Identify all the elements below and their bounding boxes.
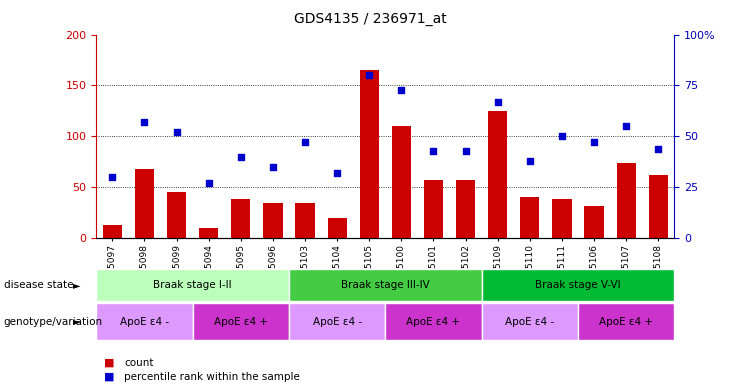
Point bbox=[556, 133, 568, 139]
Text: ►: ► bbox=[73, 316, 80, 327]
Bar bbox=[552, 199, 571, 238]
Point bbox=[107, 174, 119, 180]
Point bbox=[459, 147, 471, 154]
Bar bbox=[167, 192, 186, 238]
Text: ApoE ε4 -: ApoE ε4 - bbox=[120, 316, 169, 327]
Text: disease state: disease state bbox=[4, 280, 73, 290]
Point bbox=[363, 72, 375, 78]
Point bbox=[331, 170, 343, 176]
Bar bbox=[231, 199, 250, 238]
Text: ►: ► bbox=[73, 280, 80, 290]
Bar bbox=[296, 204, 315, 238]
Bar bbox=[488, 111, 508, 238]
Bar bbox=[482, 269, 674, 301]
Text: ApoE ε4 -: ApoE ε4 - bbox=[313, 316, 362, 327]
Text: GDS4135 / 236971_at: GDS4135 / 236971_at bbox=[294, 12, 447, 25]
Bar bbox=[103, 225, 122, 238]
Bar bbox=[96, 269, 289, 301]
Point bbox=[203, 180, 215, 186]
Text: ApoE ε4 +: ApoE ε4 + bbox=[214, 316, 268, 327]
Point bbox=[620, 123, 632, 129]
Bar bbox=[289, 303, 385, 340]
Bar bbox=[385, 303, 482, 340]
Text: Braak stage III-IV: Braak stage III-IV bbox=[341, 280, 430, 290]
Bar bbox=[359, 70, 379, 238]
Bar bbox=[289, 269, 482, 301]
Text: genotype/variation: genotype/variation bbox=[4, 316, 103, 327]
Bar bbox=[424, 180, 443, 238]
Bar bbox=[456, 180, 475, 238]
Text: ■: ■ bbox=[104, 372, 114, 382]
Bar bbox=[96, 303, 193, 340]
Text: ■: ■ bbox=[104, 358, 114, 368]
Text: ApoE ε4 +: ApoE ε4 + bbox=[599, 316, 653, 327]
Bar bbox=[648, 175, 668, 238]
Point bbox=[652, 146, 664, 152]
Point bbox=[428, 147, 439, 154]
Bar bbox=[520, 197, 539, 238]
Bar bbox=[193, 303, 289, 340]
Bar bbox=[585, 205, 604, 238]
Text: percentile rank within the sample: percentile rank within the sample bbox=[124, 372, 300, 382]
Bar bbox=[578, 303, 674, 340]
Text: Braak stage I-II: Braak stage I-II bbox=[153, 280, 232, 290]
Point bbox=[139, 119, 150, 125]
Text: count: count bbox=[124, 358, 154, 368]
Bar bbox=[199, 228, 219, 238]
Bar bbox=[135, 169, 154, 238]
Bar bbox=[482, 303, 578, 340]
Text: ApoE ε4 -: ApoE ε4 - bbox=[505, 316, 554, 327]
Point bbox=[299, 139, 311, 146]
Point bbox=[492, 99, 504, 105]
Point bbox=[170, 129, 182, 135]
Text: Braak stage V-VI: Braak stage V-VI bbox=[535, 280, 621, 290]
Point bbox=[588, 139, 600, 146]
Bar bbox=[263, 204, 282, 238]
Text: ApoE ε4 +: ApoE ε4 + bbox=[407, 316, 460, 327]
Point bbox=[267, 164, 279, 170]
Bar bbox=[617, 163, 636, 238]
Point bbox=[235, 154, 247, 160]
Bar bbox=[328, 218, 347, 238]
Point bbox=[396, 86, 408, 93]
Bar bbox=[392, 126, 411, 238]
Point bbox=[524, 158, 536, 164]
